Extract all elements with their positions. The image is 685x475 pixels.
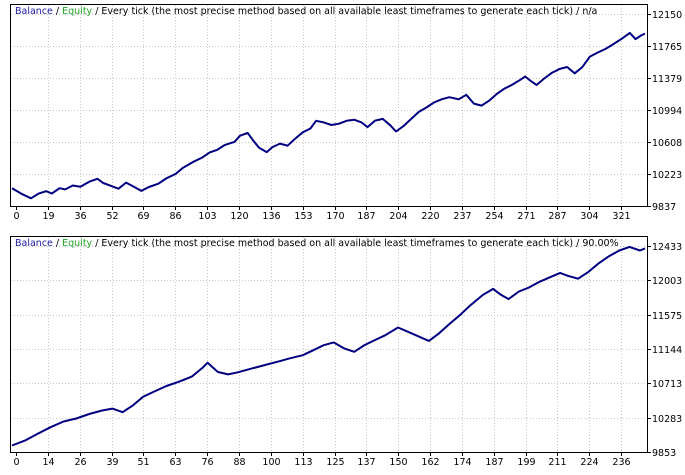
legend-description: / Every tick (the most precise method ba… xyxy=(92,238,619,249)
x-tick-label: 254 xyxy=(485,211,503,222)
x-tick-label: 125 xyxy=(326,457,344,468)
x-tick-label: 88 xyxy=(233,457,245,468)
x-tick-label: 220 xyxy=(421,211,439,222)
x-tick-label: 113 xyxy=(294,457,312,468)
legend-description: / Every tick (the most precise method ba… xyxy=(92,6,598,17)
y-tick-label: 10994 xyxy=(652,106,682,117)
x-tick-label: 137 xyxy=(357,457,375,468)
x-tick-label: 236 xyxy=(612,457,630,468)
balance-line xyxy=(11,31,646,200)
legend-separator: / xyxy=(52,6,63,17)
y-tick-label: 11765 xyxy=(652,42,682,53)
y-tick-label: 11575 xyxy=(652,311,682,322)
x-tick-label: 187 xyxy=(357,211,375,222)
x-tick-label: 69 xyxy=(137,211,149,222)
balance-line xyxy=(11,245,646,447)
balance-chart-2: 0 14 26 39 51 63 76 88 100 113 125 137 150 162 174 187 1… xyxy=(0,232,685,475)
x-tick-label: 187 xyxy=(485,457,503,468)
y-tick-label: 11144 xyxy=(652,345,682,356)
y-tick-label: 10283 xyxy=(652,414,682,425)
legend-balance: Balance xyxy=(15,6,53,17)
x-tick-label: 204 xyxy=(389,211,407,222)
x-tick-label: 51 xyxy=(137,457,149,468)
x-tick-label: 120 xyxy=(230,211,248,222)
legend-equity: Equity xyxy=(62,238,93,249)
x-tick-label: 174 xyxy=(453,457,471,468)
x-tick-label: 63 xyxy=(169,457,181,468)
x-tick-label: 321 xyxy=(612,211,630,222)
plot-frame xyxy=(10,4,648,207)
y-tick-label: 10713 xyxy=(652,379,682,390)
chart-1-legend: Balance / Equity / Every tick (the most … xyxy=(15,6,597,17)
y-tick-label: 10608 xyxy=(652,138,682,149)
y-tick-label: 12150 xyxy=(652,10,682,21)
x-tick-label: 287 xyxy=(548,211,566,222)
x-tick-label: 19 xyxy=(42,211,54,222)
y-tick-label: 10223 xyxy=(652,170,682,181)
chart-2-legend: Balance / Equity / Every tick (the most … xyxy=(15,238,619,249)
y-tick-label: 12003 xyxy=(652,276,682,287)
x-tick-label: 162 xyxy=(421,457,439,468)
x-tick-label: 237 xyxy=(453,211,471,222)
x-tick-label: 271 xyxy=(517,211,535,222)
y-tick-label: 9853 xyxy=(652,448,676,459)
x-tick-label: 0 xyxy=(13,211,19,222)
x-tick-label: 0 xyxy=(13,457,19,468)
x-tick-label: 170 xyxy=(326,211,344,222)
x-tick-label: 76 xyxy=(201,457,213,468)
x-tick-label: 36 xyxy=(74,211,86,222)
chart-1-svg: 0 19 36 52 69 86 103 120 136 153 170 187 204 220 237 25… xyxy=(10,4,682,222)
legend-equity: Equity xyxy=(62,6,93,17)
x-tick-label: 304 xyxy=(580,211,598,222)
x-tick-label: 100 xyxy=(262,457,280,468)
x-tick-label: 52 xyxy=(106,211,118,222)
y-tick-label: 12433 xyxy=(652,242,682,253)
x-tick-label: 199 xyxy=(517,457,535,468)
x-tick-label: 14 xyxy=(42,457,54,468)
chart-2-svg: 0 14 26 39 51 63 76 88 100 113 125 137 150 162 174 187 1… xyxy=(10,236,682,468)
x-tick-label: 150 xyxy=(389,457,407,468)
x-tick-label: 224 xyxy=(580,457,598,468)
x-tick-label: 26 xyxy=(74,457,86,468)
x-tick-label: 153 xyxy=(294,211,312,222)
y-tick-label: 11379 xyxy=(652,74,682,85)
x-tick-label: 211 xyxy=(548,457,566,468)
legend-separator: / xyxy=(52,238,63,249)
balance-chart-1: 0 19 36 52 69 86 103 120 136 153 170 187 204 220 237 25… xyxy=(0,0,685,226)
x-tick-label: 136 xyxy=(262,211,280,222)
y-tick-label: 9837 xyxy=(652,202,676,213)
x-tick-label: 39 xyxy=(106,457,118,468)
x-tick-label: 103 xyxy=(198,211,216,222)
legend-balance: Balance xyxy=(15,238,53,249)
x-tick-label: 86 xyxy=(169,211,181,222)
